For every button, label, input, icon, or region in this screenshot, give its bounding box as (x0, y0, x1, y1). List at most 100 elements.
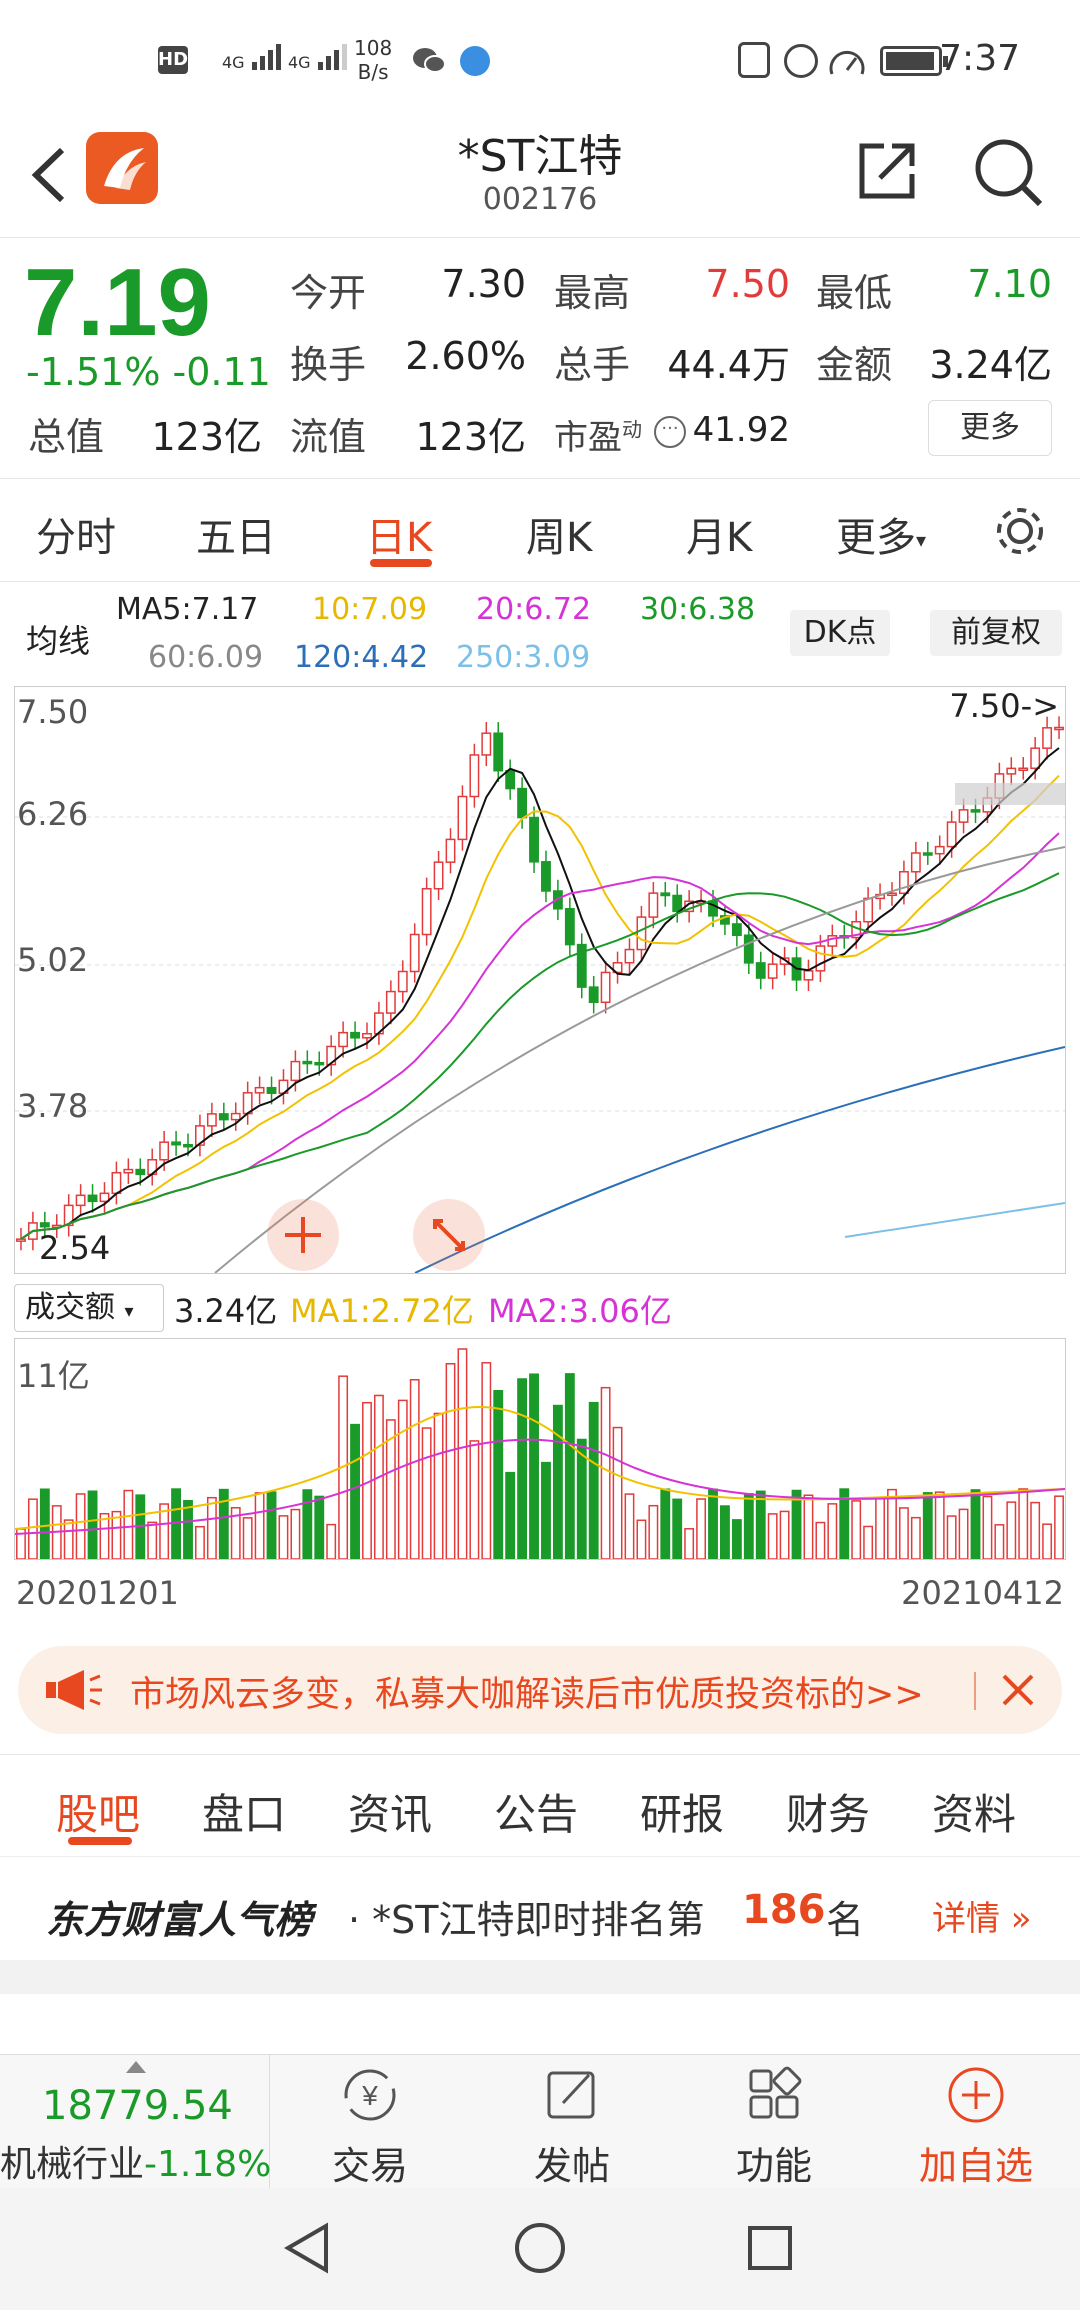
ellipsis-icon[interactable]: ··· (654, 416, 686, 448)
settings-gear-icon[interactable] (992, 503, 1048, 559)
ma60-value: 60:6.09 (148, 640, 264, 675)
nav-home-icon[interactable] (510, 2218, 570, 2282)
expand-icon[interactable] (413, 1199, 485, 1271)
ranking-prefix: · *ST江特即时排名第 (348, 1898, 705, 1942)
pe-value: 41.92 (692, 410, 790, 450)
tab-research[interactable]: 研报 (640, 1790, 725, 1839)
candle (887, 892, 897, 897)
forward-adjust-button[interactable]: 前复权 (930, 610, 1062, 656)
candle (636, 916, 647, 951)
price-zone-band (955, 783, 1065, 805)
status-bar: HD 4G 4G 108 B/s 7:37 (0, 0, 1080, 120)
candle (39, 1222, 50, 1228)
volume-bar (851, 1500, 862, 1559)
more-button[interactable]: 更多 (928, 400, 1052, 456)
grid-icon (749, 2066, 802, 2119)
tab-weekly-k[interactable]: 周K (526, 515, 593, 561)
tab-five-day[interactable]: 五日 (196, 515, 276, 561)
nav-recents-icon[interactable] (740, 2218, 800, 2282)
ranking-brand: 东方财富人气榜 (46, 1898, 313, 1942)
candle (743, 934, 754, 964)
share-icon[interactable] (854, 138, 920, 204)
volume-bar (481, 1362, 492, 1559)
float-cap-value: 123亿 (415, 415, 526, 459)
functions-button[interactable]: 功能 (704, 2065, 844, 2190)
network-speed: 108 B/s (354, 36, 393, 84)
volume-bar (982, 1495, 993, 1559)
ranking-detail-link[interactable]: 详情 » (932, 1899, 1032, 1939)
candlestick-chart[interactable]: 7.50 6.26 5.02 3.78 7.50-> 2.54 (14, 686, 1066, 1274)
trade-button[interactable]: ¥ 交易 (300, 2065, 440, 2190)
volume-bar (588, 1401, 599, 1559)
ma60-line (214, 846, 1065, 1273)
candle (803, 970, 814, 981)
index-ticker[interactable]: 18779.54 机械行业-1.18% (0, 2055, 272, 2189)
candle (958, 809, 969, 823)
tab-monthly-k[interactable]: 月K (686, 515, 753, 561)
candle (648, 892, 659, 918)
dk-point-button[interactable]: DK点 (790, 610, 890, 656)
tab-profile[interactable]: 资料 (932, 1790, 1017, 1839)
tab-financials[interactable]: 财务 (786, 1790, 871, 1839)
x-end-date: 20210412 (901, 1574, 1064, 1612)
ma250-line (844, 1202, 1065, 1238)
volume-bar (1006, 1501, 1017, 1559)
x-start-date: 20201201 (16, 1574, 179, 1612)
tab-timeshare[interactable]: 分时 (36, 515, 116, 561)
tab-forum[interactable]: 股吧 (56, 1790, 141, 1839)
volume-chart[interactable]: 11亿 (14, 1338, 1066, 1560)
app-logo-icon[interactable] (86, 132, 158, 204)
volume-bar (159, 1503, 170, 1559)
index-change: 机械行业-1.18% (0, 2144, 272, 2185)
ma-line (20, 774, 1060, 1240)
close-icon[interactable] (990, 1662, 1046, 1718)
volume-bar (63, 1519, 74, 1559)
volume-bar (183, 1500, 193, 1559)
volume-bar (684, 1528, 695, 1559)
ma20-value: 20:6.72 (476, 592, 592, 627)
ranking-suffix: 名 (826, 1898, 865, 1942)
candle (493, 732, 504, 772)
candle (898, 871, 909, 895)
candle (123, 1168, 134, 1174)
y-tick-label: 7.50 (17, 693, 89, 731)
volume-bar (552, 1404, 563, 1559)
candle (206, 1113, 217, 1127)
volume-bar (755, 1490, 766, 1559)
candle (1054, 726, 1064, 731)
tab-order-book[interactable]: 盘口 (202, 1790, 287, 1839)
volume-bar (827, 1503, 838, 1559)
divider (974, 1672, 976, 1710)
header: *ST江特 002176 (0, 120, 1080, 238)
add-to-watchlist-button[interactable]: 加自选 (906, 2065, 1046, 2190)
ad-text: 市场风云多变，私募大咖解读后市优质投资标的>> (130, 1675, 924, 1715)
candle (195, 1125, 205, 1146)
tab-announcements[interactable]: 公告 (494, 1790, 579, 1839)
tab-more[interactable]: 更多▾ (836, 515, 927, 561)
back-button[interactable] (24, 140, 74, 210)
add-indicator-icon[interactable] (267, 1199, 339, 1271)
tab-daily-k[interactable]: 日K (366, 515, 433, 561)
volume-indicator-select[interactable]: 成交额 ▾ (14, 1284, 164, 1332)
search-icon[interactable] (972, 136, 1046, 210)
popularity-ranking[interactable]: 东方财富人气榜 · *ST江特即时排名第 186 名 详情 » (0, 1856, 1080, 1960)
nav-back-icon[interactable] (278, 2218, 338, 2282)
candle (946, 821, 957, 848)
candle (588, 986, 599, 1004)
candle (63, 1204, 74, 1227)
candle (230, 1112, 241, 1121)
browser-icon (460, 46, 490, 76)
candle (731, 923, 742, 937)
section-divider (0, 1960, 1080, 1994)
post-button[interactable]: 发帖 (502, 2065, 642, 2190)
section-tabs: 股吧 盘口 资讯 公告 研报 财务 资料 (0, 1754, 1080, 1854)
volume-bar (457, 1348, 468, 1559)
market-cap-value: 123亿 (151, 415, 262, 459)
yuan-exchange-icon: ¥ (344, 2069, 396, 2121)
candle (863, 897, 874, 923)
ad-banner[interactable]: 市场风云多变，私募大咖解读后市优质投资标的>> (18, 1646, 1062, 1734)
tab-news[interactable]: 资讯 (348, 1790, 433, 1839)
candle (290, 1060, 301, 1082)
amount-value: 3.24亿 (929, 343, 1052, 387)
price-change: -1.51% -0.11 (26, 350, 271, 394)
